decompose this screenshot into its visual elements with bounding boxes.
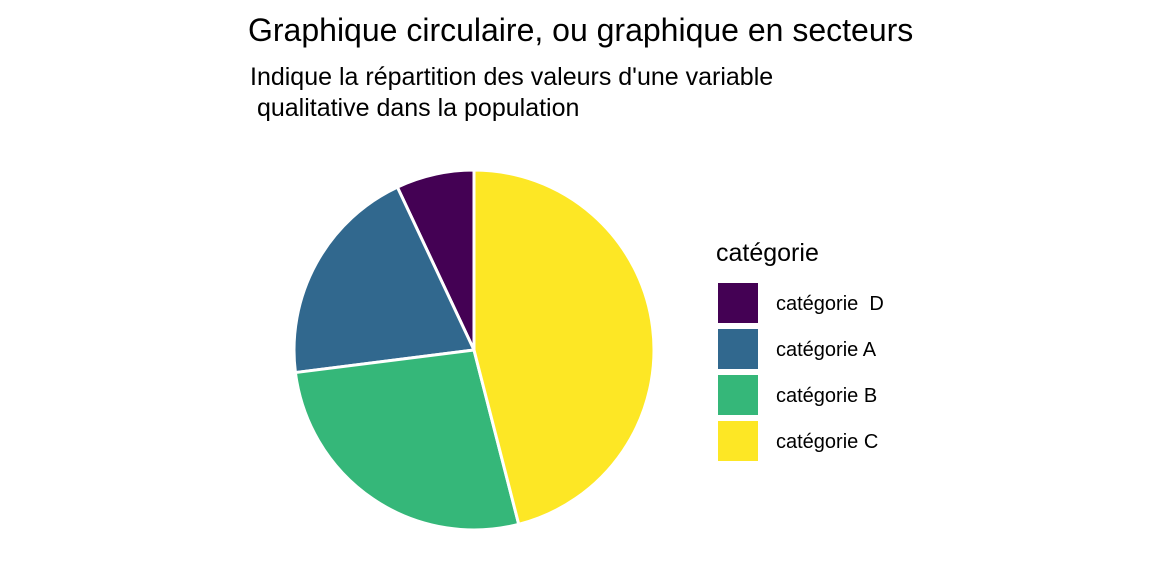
chart-subtitle-line-1: Indique la répartition des valeurs d'une… [250, 63, 773, 91]
legend-key-2 [718, 329, 758, 369]
legend: catégorie catégorie D catégorie A catégori… [716, 239, 884, 461]
pie-slices [292, 168, 656, 532]
legend-label-4: catégorie C [776, 431, 878, 453]
pie-slice-4 [472, 168, 656, 526]
legend-key-3 [718, 375, 758, 415]
legend-label-1: catégorie D [776, 293, 884, 315]
legend-key-1 [718, 283, 758, 323]
pie-slice-3 [293, 348, 521, 532]
legend-title: catégorie [716, 239, 819, 267]
legend-label-2: catégorie A [776, 339, 877, 361]
pie-slice-2 [292, 185, 476, 375]
chart-title: Graphique circulaire, ou graphique en se… [248, 12, 913, 48]
legend-label-3: catégorie B [776, 385, 877, 407]
legend-key-4 [718, 421, 758, 461]
chart-subtitle-line-2: qualitative dans la population [250, 94, 579, 122]
